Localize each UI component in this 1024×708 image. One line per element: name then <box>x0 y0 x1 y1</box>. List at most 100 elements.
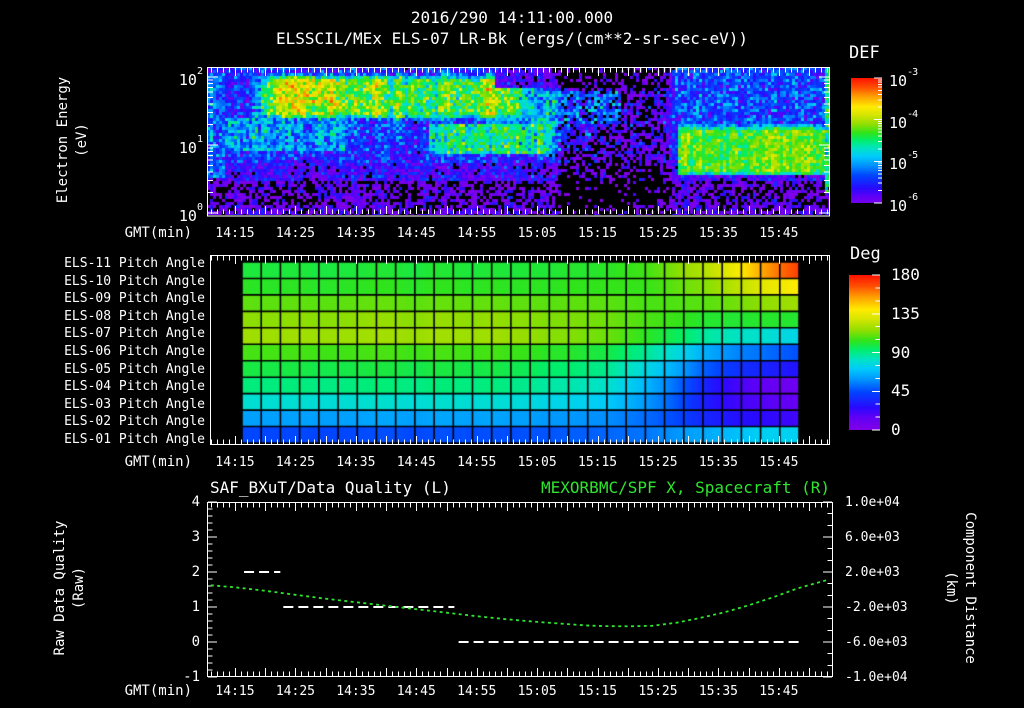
bottom-left-y-axis-label-line2: (Raw) <box>71 566 87 610</box>
x-tick-label: 15:15 <box>578 684 618 699</box>
x-tick-label: 15:05 <box>517 226 557 241</box>
def-colorbar-tick-label: 10-5 <box>889 150 918 174</box>
x-tick-label: 15:25 <box>638 684 678 699</box>
pitch-row-label: ELS-09 Pitch Angle <box>64 291 205 307</box>
x-tick-label: 14:35 <box>336 455 376 470</box>
def-colorbar <box>851 78 882 203</box>
x-tick-label: 14:25 <box>275 684 315 699</box>
x-tick-label: 14:35 <box>336 226 376 241</box>
pitch-row-label: ELS-03 Pitch Angle <box>64 396 205 412</box>
x-tick-label: 14:35 <box>336 684 376 699</box>
x-tick-label: 14:15 <box>215 226 255 241</box>
bottom-right-y-axis-label-line2: (km) <box>943 571 959 605</box>
deg-colorbar-title: Deg <box>850 244 881 264</box>
power-exponent: -3 <box>907 67 918 78</box>
x-tick-label: 15:35 <box>698 455 738 470</box>
def-colorbar-title: DEF <box>849 43 880 63</box>
deg-colorbar-tick-label: 0 <box>891 420 901 439</box>
pitch-row-label: ELS-08 Pitch Angle <box>64 308 205 324</box>
deg-colorbar-tick-label: 45 <box>891 381 911 401</box>
deg-colorbar-tick-label: 90 <box>891 342 911 362</box>
spectrogram-title: ELSSCIL/MEx ELS-07 LR-Bk (ergs/(cm**2-sr… <box>275 29 748 48</box>
power-base: 10 <box>889 113 908 132</box>
x-tick-label: 14:25 <box>275 455 315 470</box>
x-tick-label: 15:45 <box>759 226 799 241</box>
spectrogram-y-tick-label: 102 <box>152 65 203 89</box>
bottom-left-y-tick-label: 3 <box>191 529 200 545</box>
x-tick-label: 15:35 <box>698 684 738 699</box>
power-base: 10 <box>889 155 908 174</box>
x-tick-label: 15:45 <box>759 684 799 699</box>
bottom-left-y-tick-label: -1 <box>183 669 200 685</box>
power-exponent: -4 <box>907 108 918 120</box>
x-tick-label: 15:15 <box>578 455 618 470</box>
spectrogram-y-tick-label: 100 <box>152 201 203 225</box>
x-tick-label: 14:25 <box>275 226 315 241</box>
def-colorbar-tick-label: 10-4 <box>889 108 918 132</box>
x-tick-label: 14:15 <box>215 684 255 699</box>
x-tick-label: 14:45 <box>396 226 436 241</box>
gmt-label-bottom: GMT(min) <box>124 683 192 699</box>
power-base: 10 <box>178 138 197 157</box>
bottom-right-y-axis-label-line1: Component Distance <box>962 512 978 664</box>
deg-colorbar-tick-label: 180 <box>891 265 920 284</box>
power-exponent: 0 <box>196 201 203 213</box>
x-tick-label: 15:45 <box>759 455 799 470</box>
pitch-row-label: ELS-01 Pitch Angle <box>64 432 205 447</box>
pitch-row-label: ELS-02 Pitch Angle <box>64 414 205 430</box>
bottom-right-y-tick-label: -2.0e+03 <box>845 600 908 615</box>
x-tick-label: 15:05 <box>517 455 557 470</box>
pitch-row-label: ELS-11 Pitch Angle <box>64 256 205 271</box>
bottom-left-y-tick-label: 0 <box>191 634 200 650</box>
spectrogram-y-axis-label-line2: (eV) <box>74 123 90 157</box>
def-colorbar-tick-label: 10-6 <box>889 192 918 215</box>
spectrogram-y-tick-label: 101 <box>152 133 203 157</box>
gmt-label-top: GMT(min) <box>124 225 192 241</box>
pitch-angle-grid-canvas <box>210 255 830 445</box>
bottom-left-y-tick-label: 2 <box>191 564 200 580</box>
pitch-row-label: ELS-05 Pitch Angle <box>64 361 205 377</box>
bottom-right-y-tick-label: 6.0e+03 <box>845 530 900 545</box>
bottom-right-y-tick-label: -1.0e+04 <box>845 670 908 685</box>
bottom-right-y-tick-label: -6.0e+03 <box>845 635 908 650</box>
bottom-right-y-axis-label: Component Distance (km) <box>941 438 979 708</box>
page-title-datetime: 2016/290 14:11:00.000 <box>410 8 614 27</box>
bottom-left-y-axis-label-line1: Raw Data Quality <box>52 520 68 656</box>
gmt-label-middle: GMT(min) <box>124 454 192 470</box>
x-tick-label: 14:55 <box>457 226 497 241</box>
electron-energy-spectrogram-canvas <box>207 67 830 215</box>
x-tick-label: 15:05 <box>517 684 557 699</box>
power-base: 10 <box>889 197 908 215</box>
power-exponent: -6 <box>907 192 918 203</box>
bottom-right-series-title: MEXORBMC/SPF X, Spacecraft (R) <box>541 478 830 497</box>
power-exponent: -5 <box>907 150 918 162</box>
x-tick-label: 15:15 <box>578 226 618 241</box>
power-exponent: 1 <box>196 133 203 145</box>
x-tick-label: 14:15 <box>215 455 255 470</box>
power-base: 10 <box>178 206 197 225</box>
bottom-left-y-axis-label: Raw Data Quality (Raw) <box>51 438 89 708</box>
bottom-right-y-tick-label: 1.0e+04 <box>845 495 900 510</box>
power-base: 10 <box>889 72 908 90</box>
x-tick-label: 15:25 <box>638 226 678 241</box>
x-tick-label: 15:35 <box>698 226 738 241</box>
def-colorbar-tick-label: 10-3 <box>889 67 918 90</box>
x-tick-label: 14:45 <box>396 455 436 470</box>
spectrogram-y-axis-label-line1: Electron Energy <box>55 76 71 204</box>
bottom-left-y-tick-label: 1 <box>191 599 200 615</box>
bottom-right-y-tick-label: 2.0e+03 <box>845 565 900 580</box>
x-tick-label: 14:55 <box>457 455 497 470</box>
bottom-left-series-title: SAF_BXuT/Data Quality (L) <box>210 478 451 497</box>
pitch-row-label: ELS-07 Pitch Angle <box>64 326 205 342</box>
power-exponent: 2 <box>196 65 203 77</box>
power-base: 10 <box>178 70 197 89</box>
pitch-row-label: ELS-04 Pitch Angle <box>64 379 205 395</box>
bottom-left-y-tick-label: 4 <box>191 494 200 510</box>
pitch-row-label: ELS-06 Pitch Angle <box>64 344 205 359</box>
deg-colorbar-tick-label: 135 <box>891 303 920 323</box>
x-tick-label: 14:55 <box>457 684 497 699</box>
pitch-row-label: ELS-10 Pitch Angle <box>64 273 205 289</box>
x-tick-label: 14:45 <box>396 684 436 699</box>
deg-colorbar <box>849 275 880 430</box>
